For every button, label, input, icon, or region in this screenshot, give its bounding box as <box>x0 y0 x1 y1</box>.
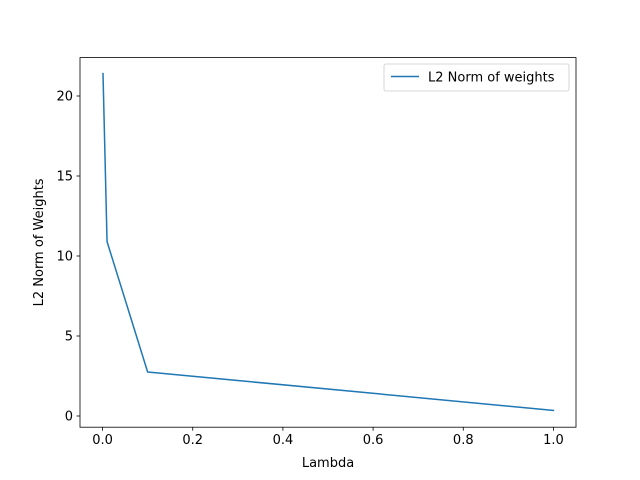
x-axis-ticks: 0.0 0.2 0.4 0.6 0.8 1.0 <box>92 427 564 448</box>
x-tick-label: 0.8 <box>453 433 474 448</box>
y-tick-label: 10 <box>56 250 73 265</box>
x-axis-label: Lambda <box>302 456 354 471</box>
legend: L2 Norm of weights <box>383 63 570 92</box>
y-axis-label: L2 Norm of Weights <box>32 178 47 306</box>
x-tick-label: 0.0 <box>92 433 113 448</box>
x-tick-label: 0.2 <box>182 433 203 448</box>
y-tick-label: 15 <box>56 170 73 185</box>
x-tick-label: 0.4 <box>273 433 294 448</box>
y-tick-label: 0 <box>65 410 73 425</box>
x-tick-label: 1.0 <box>543 433 564 448</box>
legend-box <box>383 63 570 92</box>
y-tick-label: 20 <box>56 90 73 105</box>
legend-label: L2 Norm of weights <box>428 71 555 86</box>
series-layer <box>102 72 555 412</box>
axes-frame <box>79 57 577 428</box>
series-line-0 <box>102 72 555 412</box>
x-tick-label: 0.6 <box>363 433 384 448</box>
y-tick-label: 5 <box>65 330 73 345</box>
y-axis-ticks: 0 5 10 15 20 <box>56 90 80 425</box>
